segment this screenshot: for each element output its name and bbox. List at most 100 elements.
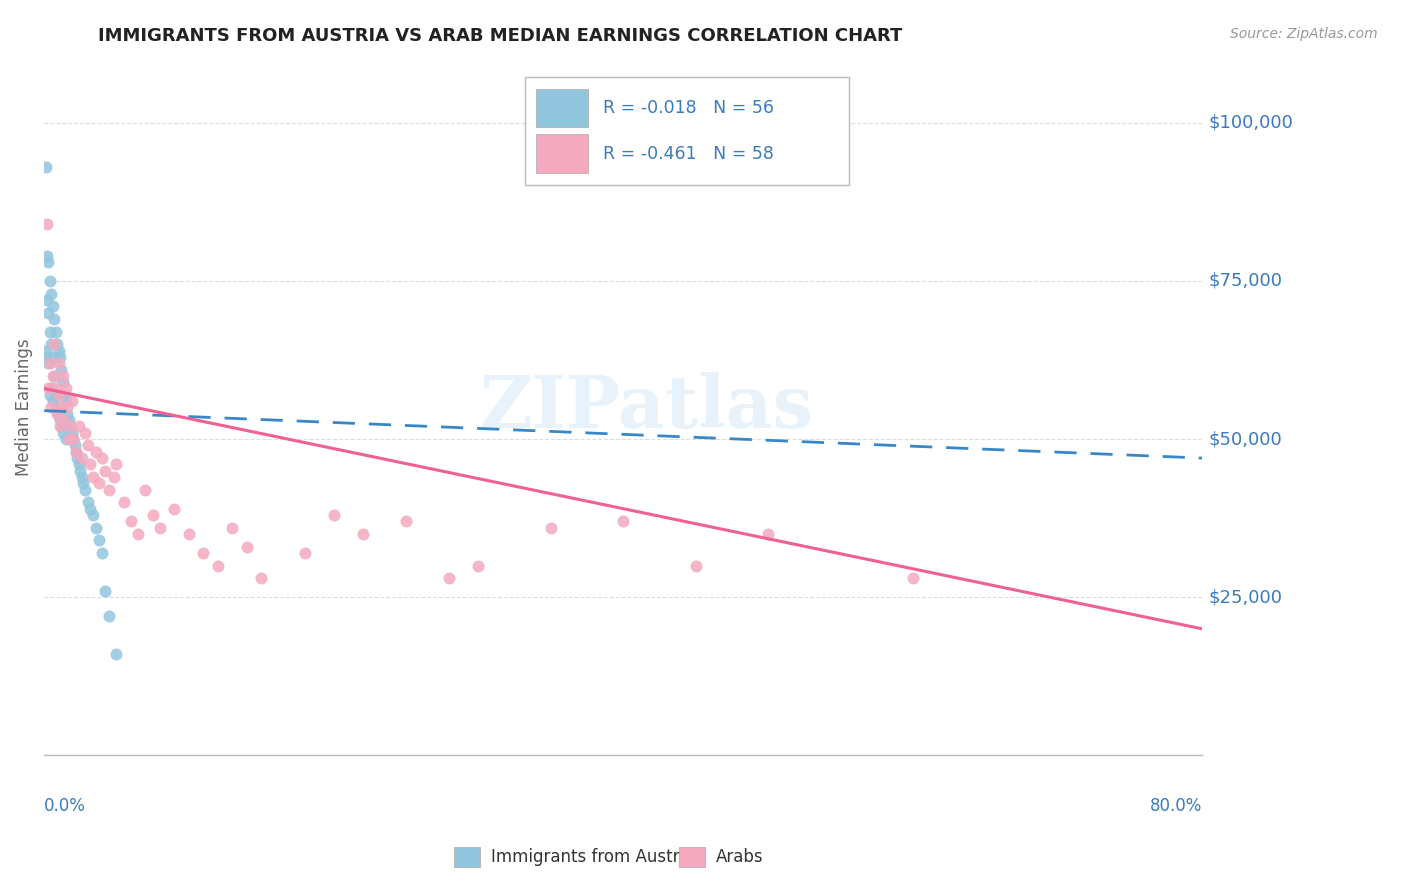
Point xyxy=(46,407,69,421)
Point xyxy=(84,444,107,458)
Point xyxy=(89,476,111,491)
Point xyxy=(467,558,489,573)
Point xyxy=(45,325,67,339)
Point xyxy=(120,514,142,528)
Point xyxy=(540,521,562,535)
Point xyxy=(73,425,96,440)
Point xyxy=(84,521,107,535)
Point xyxy=(52,368,75,383)
Point xyxy=(163,501,186,516)
Text: $50,000: $50,000 xyxy=(1208,430,1282,448)
Point xyxy=(42,394,65,409)
Point xyxy=(82,508,104,522)
Point xyxy=(756,527,779,541)
Point xyxy=(395,514,418,528)
FancyBboxPatch shape xyxy=(536,135,589,173)
Point xyxy=(42,299,65,313)
Point xyxy=(98,483,121,497)
Point xyxy=(65,444,87,458)
Point xyxy=(65,444,87,458)
Point xyxy=(352,527,374,541)
Point xyxy=(38,325,60,339)
Point xyxy=(105,647,128,661)
Point xyxy=(73,483,96,497)
Point xyxy=(48,343,70,358)
Point xyxy=(76,495,98,509)
Point xyxy=(177,527,200,541)
Point xyxy=(94,583,117,598)
Point xyxy=(46,337,69,351)
Point xyxy=(63,438,86,452)
Point xyxy=(41,401,63,415)
Point xyxy=(55,394,77,409)
Point xyxy=(322,508,344,522)
Point xyxy=(612,514,634,528)
Point xyxy=(70,451,93,466)
Point xyxy=(41,382,63,396)
Point xyxy=(62,432,84,446)
Point xyxy=(55,382,77,396)
Point xyxy=(207,558,229,573)
Point xyxy=(51,401,73,415)
Point xyxy=(82,470,104,484)
Point xyxy=(236,540,259,554)
Point xyxy=(34,343,56,358)
Point xyxy=(52,425,75,440)
Point xyxy=(193,546,215,560)
Point xyxy=(91,451,114,466)
Point xyxy=(56,407,79,421)
Point xyxy=(53,388,76,402)
Point xyxy=(79,458,101,472)
Point xyxy=(60,394,83,409)
Point xyxy=(48,388,70,402)
Point xyxy=(52,375,75,389)
Point xyxy=(37,305,59,319)
Point xyxy=(59,419,82,434)
Point xyxy=(91,546,114,560)
Text: $100,000: $100,000 xyxy=(1208,114,1294,132)
Point xyxy=(105,458,128,472)
Point xyxy=(37,356,59,370)
Point xyxy=(38,274,60,288)
Point xyxy=(66,451,89,466)
Text: R = -0.461   N = 58: R = -0.461 N = 58 xyxy=(603,145,775,162)
Text: Arabs: Arabs xyxy=(716,848,763,866)
Point xyxy=(76,438,98,452)
Point xyxy=(134,483,156,497)
Text: $25,000: $25,000 xyxy=(1208,588,1282,607)
Point xyxy=(59,419,82,434)
Point xyxy=(45,382,67,396)
Point xyxy=(48,407,70,421)
Point xyxy=(98,609,121,624)
Text: R = -0.018   N = 56: R = -0.018 N = 56 xyxy=(603,99,775,118)
Point xyxy=(58,413,80,427)
Text: $75,000: $75,000 xyxy=(1208,272,1282,290)
Point xyxy=(35,249,58,263)
Point xyxy=(44,312,66,326)
Text: 0.0%: 0.0% xyxy=(44,797,86,815)
Point xyxy=(35,217,58,231)
Point xyxy=(35,350,58,364)
Point xyxy=(112,495,135,509)
Point xyxy=(67,419,90,434)
FancyBboxPatch shape xyxy=(524,77,849,185)
Point xyxy=(69,464,91,478)
Point xyxy=(89,533,111,548)
Text: ZIPatlas: ZIPatlas xyxy=(479,372,814,443)
Point xyxy=(51,362,73,376)
Point xyxy=(149,521,172,535)
Point xyxy=(60,425,83,440)
Point xyxy=(44,368,66,383)
Point xyxy=(38,388,60,402)
Point xyxy=(127,527,149,541)
Point xyxy=(67,458,90,472)
Text: Source: ZipAtlas.com: Source: ZipAtlas.com xyxy=(1230,27,1378,41)
Point xyxy=(221,521,243,535)
Point xyxy=(49,413,72,427)
Text: IMMIGRANTS FROM AUSTRIA VS ARAB MEDIAN EARNINGS CORRELATION CHART: IMMIGRANTS FROM AUSTRIA VS ARAB MEDIAN E… xyxy=(98,27,903,45)
Point xyxy=(103,470,125,484)
Point xyxy=(49,350,72,364)
Point xyxy=(53,413,76,427)
Point xyxy=(42,368,65,383)
Point xyxy=(94,464,117,478)
